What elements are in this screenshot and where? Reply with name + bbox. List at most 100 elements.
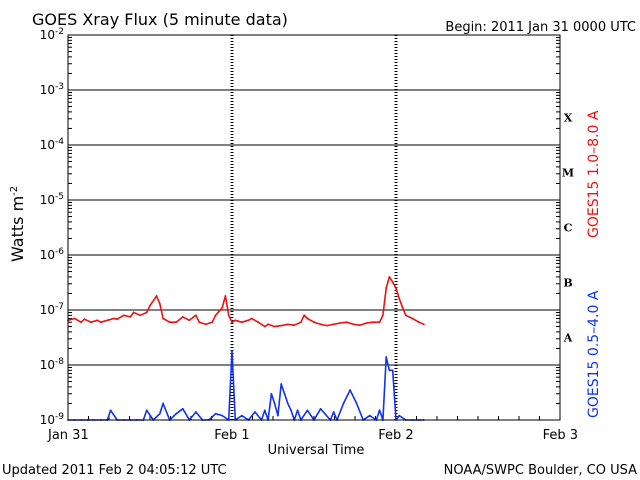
x-axis-label: Universal Time <box>268 443 365 458</box>
series-long-channel <box>67 275 425 328</box>
data-point <box>83 318 86 321</box>
data-point <box>372 321 374 324</box>
data-point <box>221 306 224 309</box>
data-point <box>224 295 227 297</box>
data-point <box>139 314 142 317</box>
y-tick-label: 10-3 <box>40 82 64 97</box>
data-point <box>401 306 404 309</box>
data-point <box>378 409 381 412</box>
data-point <box>398 414 401 417</box>
data-point <box>332 411 335 413</box>
series-layer <box>67 275 425 421</box>
data-point <box>391 281 394 284</box>
data-point <box>168 321 171 324</box>
data-point <box>254 411 256 413</box>
data-point <box>162 402 165 405</box>
plot-frame <box>67 34 561 421</box>
data-point <box>162 317 165 320</box>
y-tick-label: 10-5 <box>40 192 64 207</box>
data-point <box>339 322 342 324</box>
data-point <box>280 383 283 385</box>
data-point <box>378 321 381 324</box>
data-point <box>188 319 191 322</box>
data-point <box>385 287 388 290</box>
data-point <box>231 350 233 352</box>
y-axis-title: Watts m-2 <box>8 186 27 262</box>
data-point <box>263 325 266 328</box>
data-point <box>204 323 207 326</box>
series-line <box>68 350 424 421</box>
data-point <box>319 323 322 326</box>
data-point <box>155 295 158 297</box>
data-point <box>326 324 329 327</box>
data-point <box>122 314 125 317</box>
flare-class-label: A <box>563 332 573 345</box>
data-point <box>286 402 289 405</box>
footer-updated: Updated 2011 Feb 2 04:05:12 UTC <box>2 463 227 478</box>
x-tick-label: Jan 31 <box>47 428 89 443</box>
data-point <box>250 317 253 320</box>
data-point <box>273 325 276 328</box>
data-point <box>290 409 292 412</box>
data-point <box>303 314 306 317</box>
data-point <box>306 317 309 320</box>
data-point <box>158 302 161 305</box>
data-point <box>342 402 345 405</box>
data-point <box>349 389 351 391</box>
data-point <box>158 412 161 415</box>
flare-class-label: B <box>563 277 572 290</box>
data-point <box>129 315 132 318</box>
flare-class-label: C <box>564 222 573 235</box>
data-point <box>145 409 148 412</box>
data-point <box>319 407 322 410</box>
data-point <box>214 314 217 317</box>
data-point <box>404 314 407 317</box>
y-axis-label: Watts m <box>8 196 27 262</box>
data-point <box>198 321 201 324</box>
data-point <box>273 402 276 405</box>
data-point <box>73 317 76 320</box>
legend-short-channel: GOES15 0.5–4.0 A <box>586 290 602 418</box>
data-point <box>395 287 397 290</box>
data-point <box>299 321 302 324</box>
x-tick-label: Feb 3 <box>543 428 578 443</box>
y-tick-label: 10-6 <box>40 247 65 262</box>
data-point <box>231 321 233 324</box>
flare-class-label: M <box>562 167 574 180</box>
data-point <box>296 409 299 412</box>
data-point <box>368 414 371 417</box>
series-short-channel <box>67 350 425 421</box>
data-point <box>240 321 243 324</box>
y-axis-label-exponent: -2 <box>9 186 20 196</box>
data-point <box>270 392 273 395</box>
data-point <box>277 414 279 417</box>
data-point <box>195 314 197 317</box>
legend-short-label: GOES15 0.5–4.0 A <box>586 290 602 418</box>
data-point <box>181 407 184 410</box>
legend-long-label: GOES15 1.0–8.0 A <box>586 110 602 238</box>
data-point <box>365 322 368 324</box>
data-point <box>263 409 266 412</box>
data-point <box>181 315 184 318</box>
y-tick-label: 10-4 <box>40 137 65 152</box>
data-point <box>80 321 83 324</box>
data-point <box>313 321 315 324</box>
data-point <box>214 412 217 415</box>
legend-long-channel: GOES15 1.0–8.0 A <box>586 110 602 238</box>
data-point <box>388 369 391 372</box>
data-point <box>211 321 214 324</box>
data-point <box>99 321 102 324</box>
data-point <box>332 323 335 326</box>
x-tick-label: Feb 2 <box>378 428 413 443</box>
y-tick-label: 10-2 <box>40 27 64 42</box>
y-tick-label: 10-7 <box>40 302 64 317</box>
data-point <box>391 369 394 372</box>
data-point <box>116 318 119 321</box>
data-point <box>109 409 112 412</box>
y-tick-label: 10-9 <box>40 412 65 427</box>
y-tick-label: 10-8 <box>40 357 65 372</box>
data-point <box>257 321 260 324</box>
data-point <box>90 321 92 324</box>
data-point <box>247 319 250 322</box>
